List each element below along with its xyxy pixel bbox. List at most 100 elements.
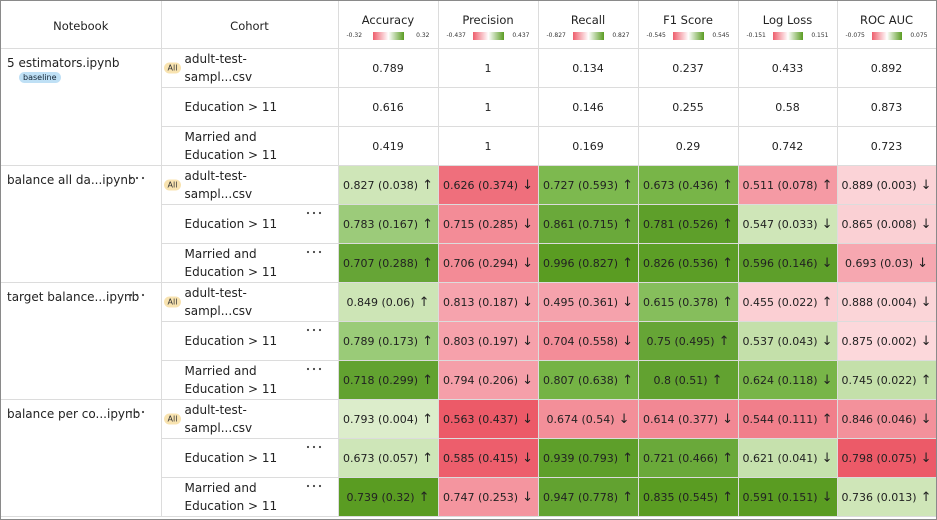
column-header[interactable]: Recall -0.827 0.827: [537, 1, 639, 49]
more-menu[interactable]: [129, 292, 145, 298]
more-menu[interactable]: [306, 249, 322, 255]
metric-cell: 0.781 (0.526) ↑: [637, 204, 739, 244]
column-header[interactable]: ROC AUC -0.075 0.075: [836, 1, 936, 49]
metric-cell: 0.789 (0.173) ↑: [337, 321, 439, 361]
column-title: ROC AUC: [859, 13, 914, 27]
metric-cell: 0.8 (0.51) ↑: [637, 360, 739, 400]
metric-cell: 0.455 (0.022) ↑: [737, 282, 838, 322]
change-arrow: ↓: [522, 450, 533, 466]
column-header: Cohort: [160, 1, 339, 49]
metric-value: 0.146: [537, 87, 639, 127]
metric-value: 0.134: [537, 48, 639, 88]
metric-cell: 0.585 (0.415) ↓: [437, 438, 539, 478]
change-arrow: ↓: [522, 216, 533, 232]
metric-cell: 0.621 (0.041) ↓: [737, 438, 838, 478]
metric-value: 0.715 (0.285): [443, 217, 519, 231]
metric-cell: 0.807 (0.638) ↑: [537, 360, 639, 400]
notebook-name: target balance...ipynb: [7, 290, 140, 304]
change-arrow: ↓: [920, 411, 932, 427]
metric-cell: 0.715 (0.285) ↓: [437, 204, 539, 244]
metric-value: 0.888 (0.004): [841, 295, 917, 309]
change-arrow: ↓: [821, 255, 833, 271]
change-arrow: ↓: [920, 216, 932, 232]
table-row: Married and Education > 11 0.739 (0.32) ↑ 0…: [1, 477, 936, 517]
cohort-cell: All adult-test-sampl...csv: [160, 48, 339, 88]
cohort-badge: All: [163, 62, 182, 74]
scale-min: -0.827: [546, 32, 566, 39]
metric-value: 0.255: [637, 87, 739, 127]
metric-cell: 0.624 (0.118) ↓: [737, 360, 838, 400]
table-row: Married and Education > 11 0.707 (0.288) ↑…: [1, 243, 936, 283]
more-menu[interactable]: [129, 409, 145, 415]
metric-value: 0.169: [537, 126, 639, 166]
cohort-name: Education > 11: [184, 451, 278, 465]
metric-cell: 0.846 (0.046) ↓: [836, 399, 936, 439]
baseline-badge: baseline: [19, 72, 61, 83]
table-row: Education > 11 0.673 (0.057) ↑ 0.585 (0.415…: [1, 438, 936, 478]
metric-cell: 0.596 (0.146) ↓: [737, 243, 838, 283]
change-arrow: ↓: [522, 333, 533, 349]
change-arrow: ↓: [622, 333, 633, 349]
table-row: Education > 11 0.783 (0.167) ↑ 0.715 (0.285…: [1, 204, 936, 244]
cohort-cell: Married and Education > 11: [160, 243, 339, 283]
more-menu[interactable]: [306, 210, 322, 216]
metric-value: 0.939 (0.793): [543, 451, 619, 465]
notebook-cell: balance per co...ipynb: [1, 399, 162, 517]
cohort-cell: Married and Education > 11: [160, 477, 339, 517]
metric-cell: 0.591 (0.151) ↓: [737, 477, 838, 517]
scale-max: 0.32: [416, 32, 430, 39]
more-menu[interactable]: [306, 366, 322, 372]
more-menu[interactable]: [306, 444, 322, 450]
metric-cell: 0.673 (0.436) ↑: [637, 165, 739, 205]
metric-value: 0.718 (0.299): [343, 373, 419, 387]
more-menu[interactable]: [129, 175, 145, 181]
metric-cell: 0.835 (0.545) ↑: [637, 477, 739, 517]
notebook-name: balance per co...ipynb: [7, 407, 141, 421]
metric-value: 0.947 (0.778): [543, 490, 619, 504]
metric-value: 0.727 (0.593): [543, 178, 619, 192]
cohort-name: adult-test-sampl...csv: [184, 403, 253, 435]
change-arrow: ↓: [522, 255, 533, 271]
change-arrow: ↓: [821, 216, 833, 232]
change-arrow: ↑: [422, 255, 433, 271]
metric-cell: 0.707 (0.288) ↑: [337, 243, 439, 283]
metric-cell: 0.544 (0.111) ↑: [737, 399, 838, 439]
metric-value: 0.875 (0.002): [841, 334, 917, 348]
cohort-cell: Education > 11: [160, 321, 339, 361]
metric-cell: 0.626 (0.374) ↓: [437, 165, 539, 205]
metric-cell: 0.511 (0.078) ↑: [737, 165, 838, 205]
metric-value: 0.419: [337, 126, 439, 166]
column-title: Cohort: [230, 19, 269, 33]
change-arrow: ↑: [422, 372, 433, 388]
column-header[interactable]: Precision -0.437 0.437: [437, 1, 539, 49]
change-arrow: ↓: [920, 450, 932, 466]
metric-value: 0.892: [836, 48, 936, 88]
metric-value: 0.693 (0.03): [845, 256, 914, 270]
metric-value: 0.673 (0.057): [343, 451, 419, 465]
more-menu[interactable]: [306, 483, 322, 489]
change-arrow: ↑: [422, 411, 433, 427]
scale-min: -0.545: [646, 32, 666, 39]
column-header[interactable]: F1 Score -0.545 0.545: [637, 1, 739, 49]
header-row: Notebook Cohort Accuracy -0.32 0.32 Precision…: [1, 1, 936, 49]
metric-value: 0.849 (0.06): [346, 295, 415, 309]
change-arrow: ↑: [821, 294, 833, 310]
column-header[interactable]: Log Loss -0.151 0.151: [737, 1, 838, 49]
column-header[interactable]: Accuracy -0.32 0.32: [337, 1, 439, 49]
cohort-cell: Education > 11: [160, 204, 339, 244]
metric-cell: 0.888 (0.004) ↓: [836, 282, 936, 322]
metric-value: 0.706 (0.294): [443, 256, 519, 270]
metric-cell: 0.947 (0.778) ↑: [537, 477, 639, 517]
change-arrow: ↑: [422, 333, 433, 349]
scale-gradient: [372, 32, 404, 40]
change-arrow: ↑: [821, 177, 833, 193]
metric-value: 0.614 (0.377): [643, 412, 719, 426]
change-arrow: ↑: [622, 255, 633, 271]
scale-gradient: [772, 32, 803, 40]
scale-min: -0.075: [845, 32, 865, 39]
more-menu[interactable]: [306, 327, 322, 333]
cohort-cell: All adult-test-sampl...csv: [160, 282, 339, 322]
metric-cell: 0.563 (0.437) ↓: [437, 399, 539, 439]
metric-value: 0.29: [637, 126, 739, 166]
metric-value: 0.673 (0.436): [643, 178, 719, 192]
